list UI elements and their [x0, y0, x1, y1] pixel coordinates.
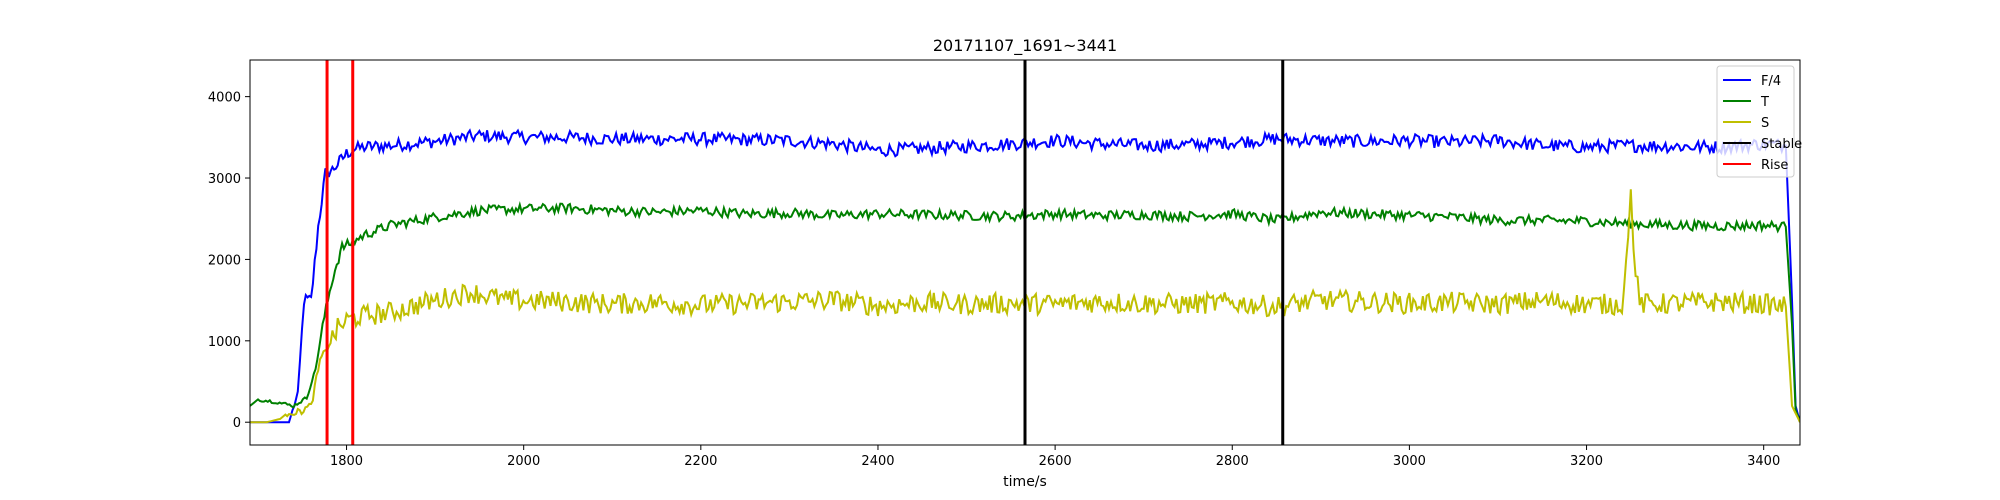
- plot-area: [250, 60, 1800, 445]
- series-line-t: [250, 201, 1800, 423]
- chart-title: 20171107_1691~3441: [933, 36, 1117, 56]
- legend: F/4 TS Stable Rise: [1716, 65, 1802, 178]
- legend-box: [1716, 65, 1795, 178]
- y-tick-label: 3000: [208, 172, 241, 187]
- plot-frame: [249, 59, 1801, 446]
- series-line-f4: [250, 128, 1800, 424]
- legend-label: S: [1761, 116, 1769, 131]
- x-tick-label: 2000: [507, 454, 540, 469]
- x-tick-label: 1800: [330, 454, 363, 469]
- x-tick-label: 3400: [1747, 454, 1780, 469]
- x-tick-label: 3200: [1570, 454, 1603, 469]
- series-line-s: [250, 189, 1800, 424]
- x-axis-label: time/s: [1003, 474, 1047, 490]
- legend-label: Rise: [1761, 158, 1788, 173]
- x-tick-label: 2400: [861, 454, 894, 469]
- legend-label: T: [1760, 95, 1769, 110]
- y-tick-label: 1000: [208, 335, 241, 350]
- y-tick-label: 2000: [208, 253, 241, 268]
- y-tick-label: 0: [233, 416, 241, 431]
- x-axis: 1800 2000 2200 2400 2600 2800 3000 3200 3400: [330, 445, 1780, 469]
- x-tick-label: 2600: [1039, 454, 1072, 469]
- x-tick-label: 2800: [1216, 454, 1249, 469]
- x-tick-label: 2200: [684, 454, 717, 469]
- x-tick-label: 3000: [1393, 454, 1426, 469]
- legend-label: Stable: [1761, 137, 1802, 152]
- y-tick-label: 4000: [208, 91, 241, 106]
- plot-clip-group: [250, 60, 1800, 445]
- legend-label: F/4: [1761, 74, 1781, 89]
- y-axis: 0 1000 2000 3000 4000: [208, 91, 250, 431]
